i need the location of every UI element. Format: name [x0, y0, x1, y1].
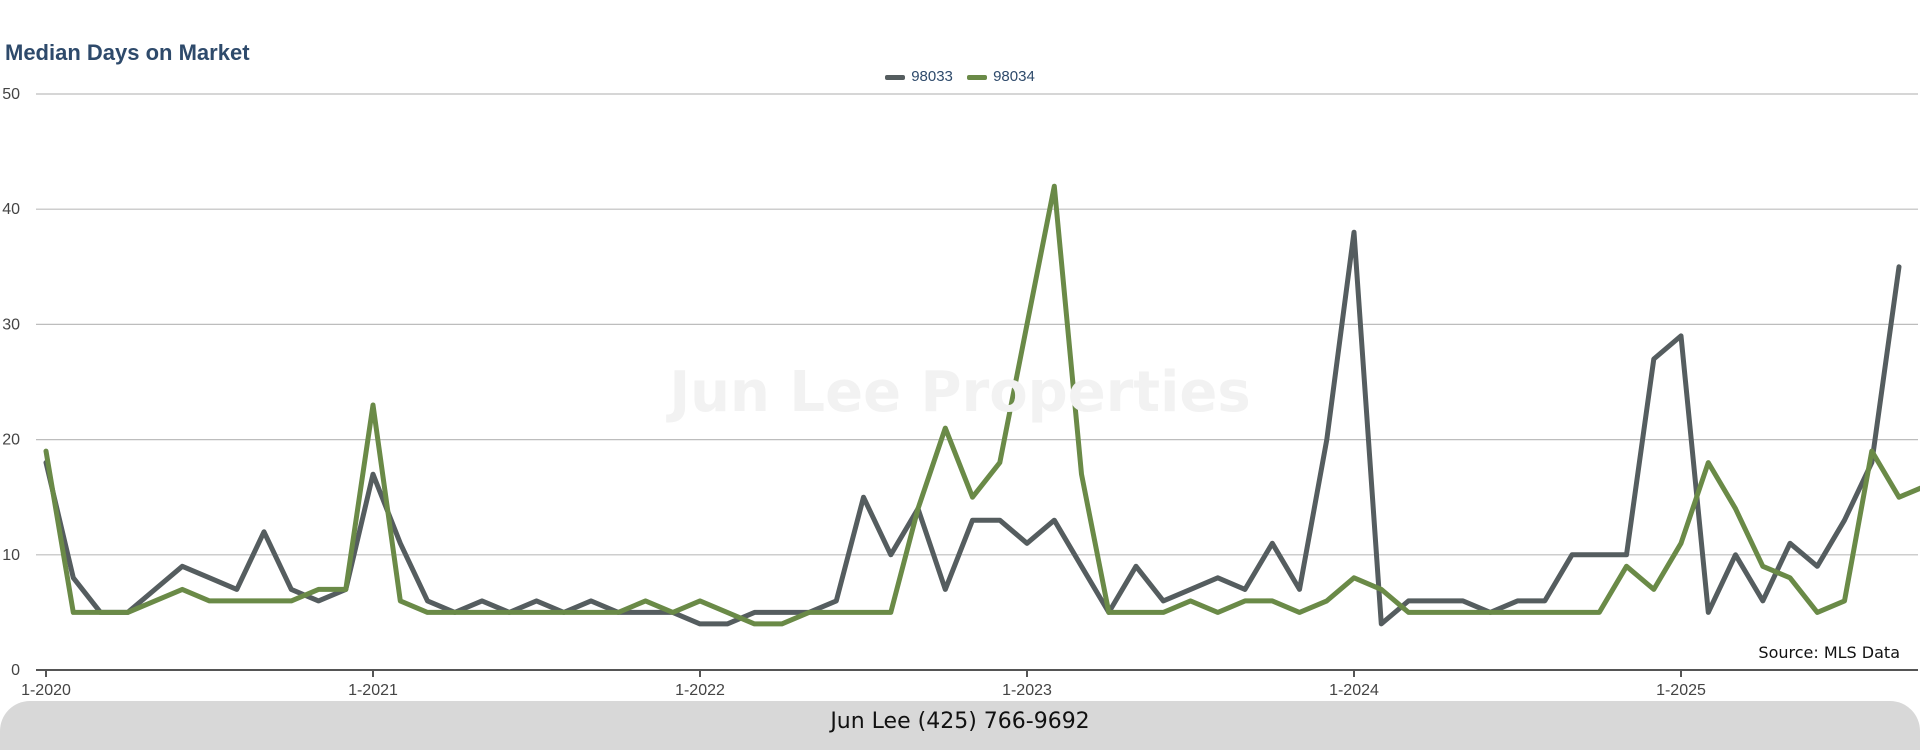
- y-tick-label-50: 50: [2, 86, 20, 103]
- chart-title: Median Days on Market: [5, 40, 250, 65]
- x-tick-label-1-2021: 1-2021: [348, 682, 398, 699]
- legend-label-98034: 98034: [993, 68, 1035, 85]
- y-tick-label-20: 20: [2, 432, 20, 449]
- legend-swatch-98033: [885, 74, 906, 80]
- y-tick-label-10: 10: [2, 547, 20, 564]
- y-tick-label-40: 40: [2, 201, 20, 218]
- legend-swatch-98034: [967, 74, 988, 80]
- footer-contact: Jun Lee (425) 766-9692: [0, 701, 1920, 750]
- y-tick-label-0: 0: [11, 662, 20, 679]
- legend-item-98034[interactable]: 98034: [967, 68, 1035, 85]
- x-tick-label-1-2022: 1-2022: [675, 682, 725, 699]
- y-tick-label-30: 30: [2, 316, 20, 333]
- legend-item-98033[interactable]: 98033: [885, 68, 953, 85]
- gridlines: [36, 93, 1918, 671]
- x-tick-label-1-2025: 1-2025: [1656, 682, 1706, 699]
- legend: 98033 98034: [0, 68, 1920, 85]
- x-tick-label-1-2023: 1-2023: [1002, 682, 1052, 699]
- series-line-98034: [43, 183, 1920, 627]
- y-axis-ticks: 0 10 20 30 40 50: [2, 86, 20, 679]
- watermark: Jun Lee Properties: [669, 360, 1251, 425]
- x-axis-ticks: 1-2020 1-2021 1-2022 1-2023 1-2024 1-2025: [21, 670, 1706, 699]
- x-tick-label-1-2024: 1-2024: [1329, 682, 1379, 699]
- series-lines: [43, 183, 1920, 627]
- legend-label-98033: 98033: [911, 68, 953, 85]
- source-note: Source: MLS Data: [1758, 643, 1900, 662]
- x-tick-label-1-2020: 1-2020: [21, 682, 71, 699]
- series-line-98033: [43, 229, 1902, 627]
